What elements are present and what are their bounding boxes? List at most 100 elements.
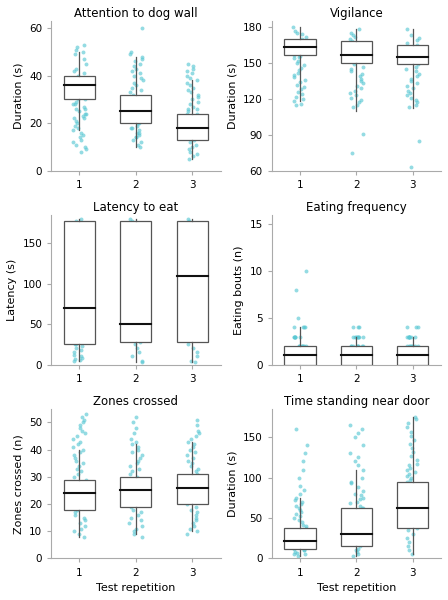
Point	[130, 529, 138, 539]
Point	[299, 520, 306, 529]
Point	[414, 35, 421, 45]
Point	[78, 303, 86, 313]
Point	[406, 475, 414, 485]
Point	[74, 263, 81, 272]
Point	[297, 47, 304, 57]
Point	[414, 360, 421, 370]
Point	[352, 360, 359, 370]
Point	[403, 91, 410, 100]
Point	[190, 478, 197, 487]
Point	[138, 279, 145, 289]
Point	[357, 76, 364, 86]
Point	[129, 352, 136, 361]
Point	[128, 334, 135, 344]
Point	[129, 218, 136, 228]
Point	[190, 521, 197, 530]
Point	[134, 271, 141, 280]
Point	[354, 332, 362, 341]
Point	[349, 551, 356, 561]
Point	[130, 71, 138, 80]
Point	[291, 53, 298, 63]
Point	[408, 499, 415, 509]
Point	[298, 40, 306, 50]
Bar	[64, 76, 95, 100]
Point	[351, 350, 358, 360]
Point	[291, 496, 298, 505]
Point	[357, 529, 364, 539]
Point	[295, 38, 302, 47]
Point	[405, 103, 412, 112]
Point	[193, 104, 200, 114]
Point	[82, 109, 89, 119]
Point	[404, 25, 411, 34]
Point	[139, 76, 146, 85]
Point	[359, 440, 366, 450]
Bar	[177, 474, 208, 504]
Y-axis label: Zones crossed (n): Zones crossed (n)	[13, 434, 24, 533]
Point	[78, 426, 86, 436]
Point	[301, 322, 308, 332]
Point	[302, 523, 310, 533]
Point	[190, 133, 197, 142]
Point	[359, 465, 366, 475]
Point	[405, 332, 413, 341]
Point	[132, 524, 139, 533]
Point	[408, 76, 415, 86]
Point	[184, 59, 191, 68]
Point	[185, 279, 193, 289]
Point	[184, 271, 191, 280]
Point	[302, 322, 309, 332]
Point	[73, 76, 80, 85]
Point	[127, 434, 134, 443]
Point	[133, 223, 140, 232]
Point	[70, 347, 77, 357]
Point	[350, 103, 357, 112]
Point	[190, 453, 197, 463]
Point	[357, 95, 364, 105]
Point	[77, 133, 84, 142]
Point	[135, 497, 142, 506]
Point	[128, 123, 135, 133]
Point	[184, 104, 191, 114]
Point	[77, 518, 84, 528]
Point	[188, 356, 195, 365]
Point	[193, 254, 200, 264]
Point	[74, 123, 82, 133]
Point	[352, 45, 359, 55]
Point	[290, 350, 297, 360]
Point	[137, 337, 144, 347]
Point	[406, 332, 413, 341]
Point	[296, 332, 303, 341]
Point	[359, 79, 366, 88]
Point	[126, 461, 134, 471]
Point	[357, 494, 364, 504]
Point	[132, 316, 139, 325]
Point	[353, 505, 360, 515]
Point	[137, 330, 144, 340]
Point	[298, 99, 305, 109]
Point	[126, 109, 134, 119]
Point	[185, 216, 193, 226]
Point	[412, 415, 419, 424]
Point	[296, 77, 303, 87]
Point	[290, 22, 297, 32]
Point	[299, 94, 306, 104]
Point	[406, 463, 414, 473]
Point	[296, 505, 303, 515]
Point	[404, 422, 411, 432]
Point	[292, 332, 299, 341]
Point	[354, 81, 361, 91]
Point	[182, 223, 189, 232]
Point	[70, 295, 77, 305]
Point	[185, 494, 192, 503]
Point	[408, 52, 415, 62]
Point	[352, 360, 359, 370]
Point	[129, 448, 136, 457]
Point	[354, 428, 362, 438]
Point	[349, 360, 357, 370]
Point	[407, 431, 414, 440]
Point	[189, 316, 196, 325]
Point	[406, 538, 413, 547]
Point	[132, 133, 139, 142]
Point	[189, 458, 196, 468]
